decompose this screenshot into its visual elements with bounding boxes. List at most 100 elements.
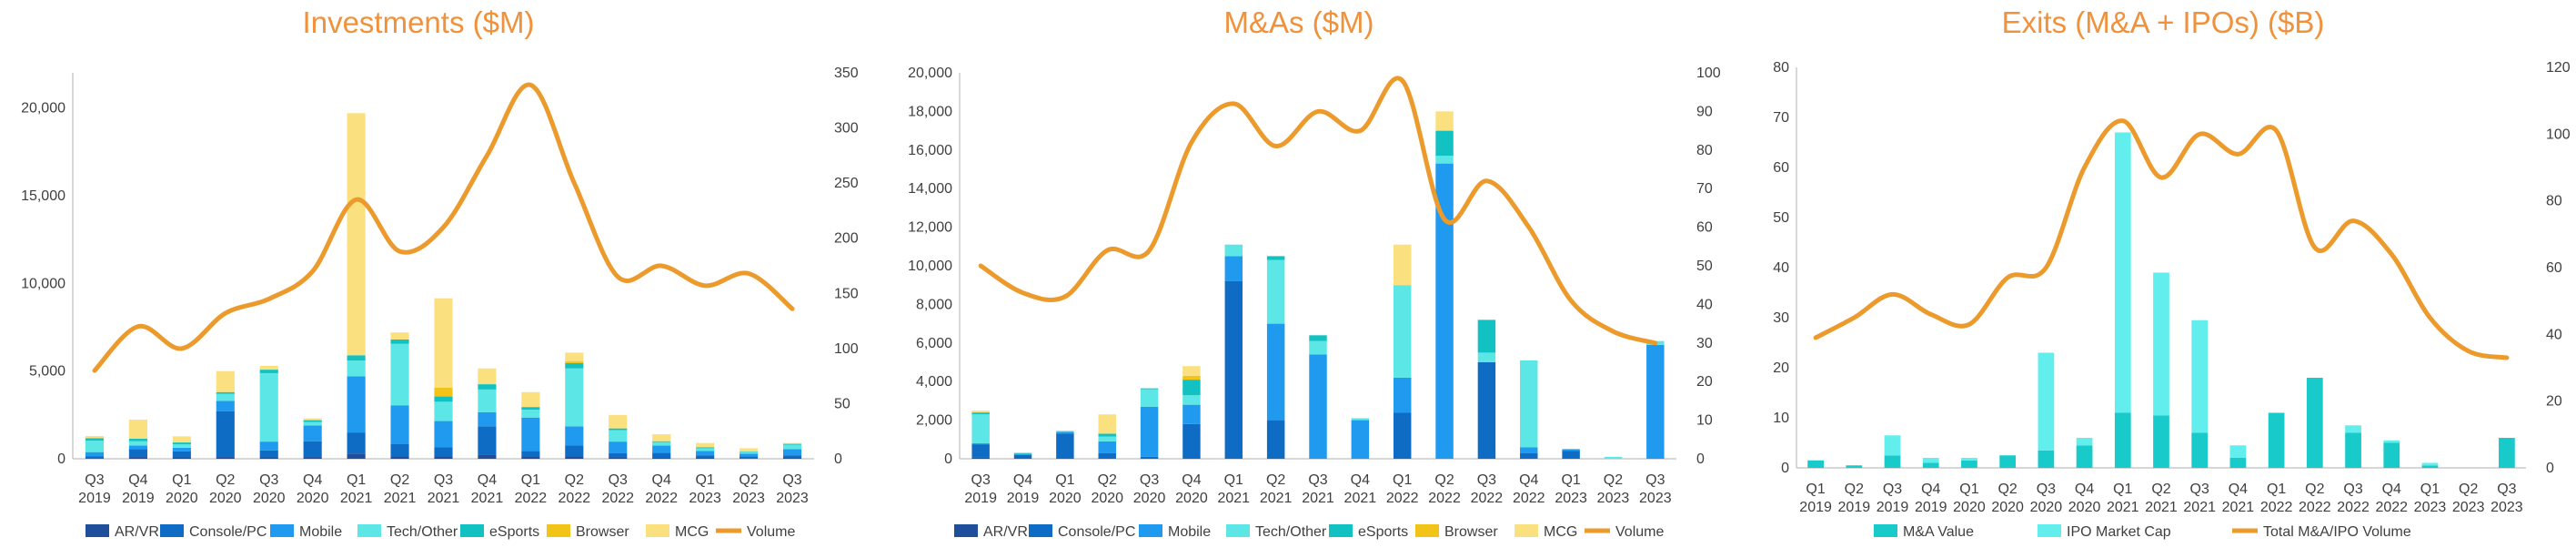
bar-segment xyxy=(347,355,366,361)
legend-label: IPO Market Cap xyxy=(2067,524,2171,540)
x-tick-label: Q2 2021 xyxy=(1260,472,1293,506)
bar-segment xyxy=(1477,362,1496,459)
y2-tick-label: 60 xyxy=(2546,260,2562,276)
x-tick-label: Q1 2023 xyxy=(689,472,721,506)
bar-segment xyxy=(609,452,628,458)
bar-segment xyxy=(128,441,147,446)
y-tick-label: 20 xyxy=(1773,360,1789,376)
y2-tick-label: 100 xyxy=(2546,127,2571,142)
y-tick-label: 70 xyxy=(1773,110,1789,126)
y2-tick-label: 100 xyxy=(1696,66,1721,81)
bar-segment xyxy=(1393,412,1412,459)
bar-segment xyxy=(652,445,671,453)
bar-segment xyxy=(2345,425,2361,433)
bar-segment xyxy=(1477,320,1496,353)
y2-tick-label: 70 xyxy=(1696,181,1713,197)
bar-segment xyxy=(1013,454,1032,459)
legend-label: M&A Value xyxy=(1903,524,1974,540)
bar-segment xyxy=(1435,156,1454,164)
y-tick-label: 20,000 xyxy=(21,101,65,117)
y-tick-label: 6,000 xyxy=(916,336,952,351)
legend-swatch xyxy=(357,524,381,537)
bar-segment xyxy=(390,405,409,444)
legend: AR/VR Console/PC Mobile Tech/Other eSports Br… xyxy=(86,524,795,540)
bar-segment xyxy=(172,444,191,448)
y-tick-label: 18,000 xyxy=(908,104,952,119)
bar-segment xyxy=(216,457,235,459)
legend-swatch xyxy=(646,524,669,537)
legend-swatch xyxy=(1226,524,1250,537)
x-tick-label: Q2 2021 xyxy=(2145,482,2178,515)
bar-segment xyxy=(696,451,715,456)
bar-segment xyxy=(85,451,105,457)
bar-segment xyxy=(1393,377,1412,413)
bar-segment xyxy=(1393,285,1412,378)
legend-swatch xyxy=(86,524,109,537)
x-tick-label: Q2 2022 xyxy=(1428,472,1461,506)
y2-tick-label: 50 xyxy=(1696,259,1713,274)
bar-segment xyxy=(434,401,453,421)
bar-segment xyxy=(696,458,715,459)
bar-segment xyxy=(1961,458,1977,461)
bar-segment xyxy=(1435,111,1454,131)
bar-segment xyxy=(172,457,191,459)
y-tick-label: 40 xyxy=(1773,260,1789,276)
bar-segment xyxy=(216,391,235,394)
y-tick-label: 10,000 xyxy=(908,259,952,274)
bar-segment xyxy=(565,368,584,427)
legend-label: MCG xyxy=(675,524,709,540)
bar-segment xyxy=(521,456,540,459)
y2-tick-label: 30 xyxy=(1696,336,1713,351)
bar-segment xyxy=(1562,451,1580,459)
bar-segment xyxy=(609,441,628,453)
bar-segment xyxy=(2114,132,2131,413)
legend-label: Browser xyxy=(1444,524,1498,540)
y2-tick-label: 20 xyxy=(2546,394,2562,410)
bar-segment xyxy=(782,449,802,456)
bar-segment xyxy=(390,443,409,457)
bar-segment xyxy=(2383,440,2400,443)
x-tick-label: Q2 2021 xyxy=(384,472,417,506)
x-tick-label: Q4 2020 xyxy=(1175,472,1208,506)
y-tick-label: 14,000 xyxy=(908,181,952,197)
bar-segment xyxy=(259,457,278,459)
bar-segment xyxy=(521,410,540,418)
x-tick-label: Q3 2021 xyxy=(2183,482,2216,515)
legend-swatch xyxy=(160,524,184,537)
bar-segment xyxy=(1266,259,1285,324)
bar-segment xyxy=(478,368,497,385)
volume-line xyxy=(1813,118,2510,360)
bar-segment xyxy=(740,451,759,452)
x-tick-label: Q4 2021 xyxy=(471,472,504,506)
bar-segment xyxy=(2191,320,2209,433)
bar-segment xyxy=(971,412,990,415)
chart-investments: Investments ($M) 0 5,000 10,000 15,000 20,00… xyxy=(21,5,859,540)
bar-segment xyxy=(85,441,105,452)
legend-label: Console/PC xyxy=(1058,524,1135,540)
bar-segment xyxy=(1477,352,1496,362)
x-tick-label: Q4 2022 xyxy=(2375,482,2408,515)
bar-segment xyxy=(434,456,453,459)
bar-segment xyxy=(521,407,540,411)
bar-segment xyxy=(1013,452,1032,454)
bar-segment xyxy=(478,389,497,412)
bar-segment xyxy=(1922,458,1939,463)
bar-segment xyxy=(1182,404,1201,424)
bar-segment xyxy=(1846,465,1863,468)
x-tick-label: Q4 2021 xyxy=(1344,472,1377,506)
bar-segment xyxy=(2421,465,2439,468)
x-tick-label: Q4 2022 xyxy=(645,472,678,506)
bars xyxy=(971,111,1665,459)
bar-segment xyxy=(1351,420,1370,459)
legend-swatch xyxy=(2038,524,2061,537)
bar-segment xyxy=(1520,360,1538,448)
x-tick-label: Q3 2022 xyxy=(601,472,634,506)
y2-tick-label: 80 xyxy=(1696,143,1713,158)
y-tick-label: 10 xyxy=(1773,411,1789,426)
x-tick-label: Q1 2020 xyxy=(1953,482,1986,515)
legend-label: AR/VR xyxy=(983,524,1028,540)
bar-segment xyxy=(521,451,540,457)
bar-segment xyxy=(2076,438,2093,446)
